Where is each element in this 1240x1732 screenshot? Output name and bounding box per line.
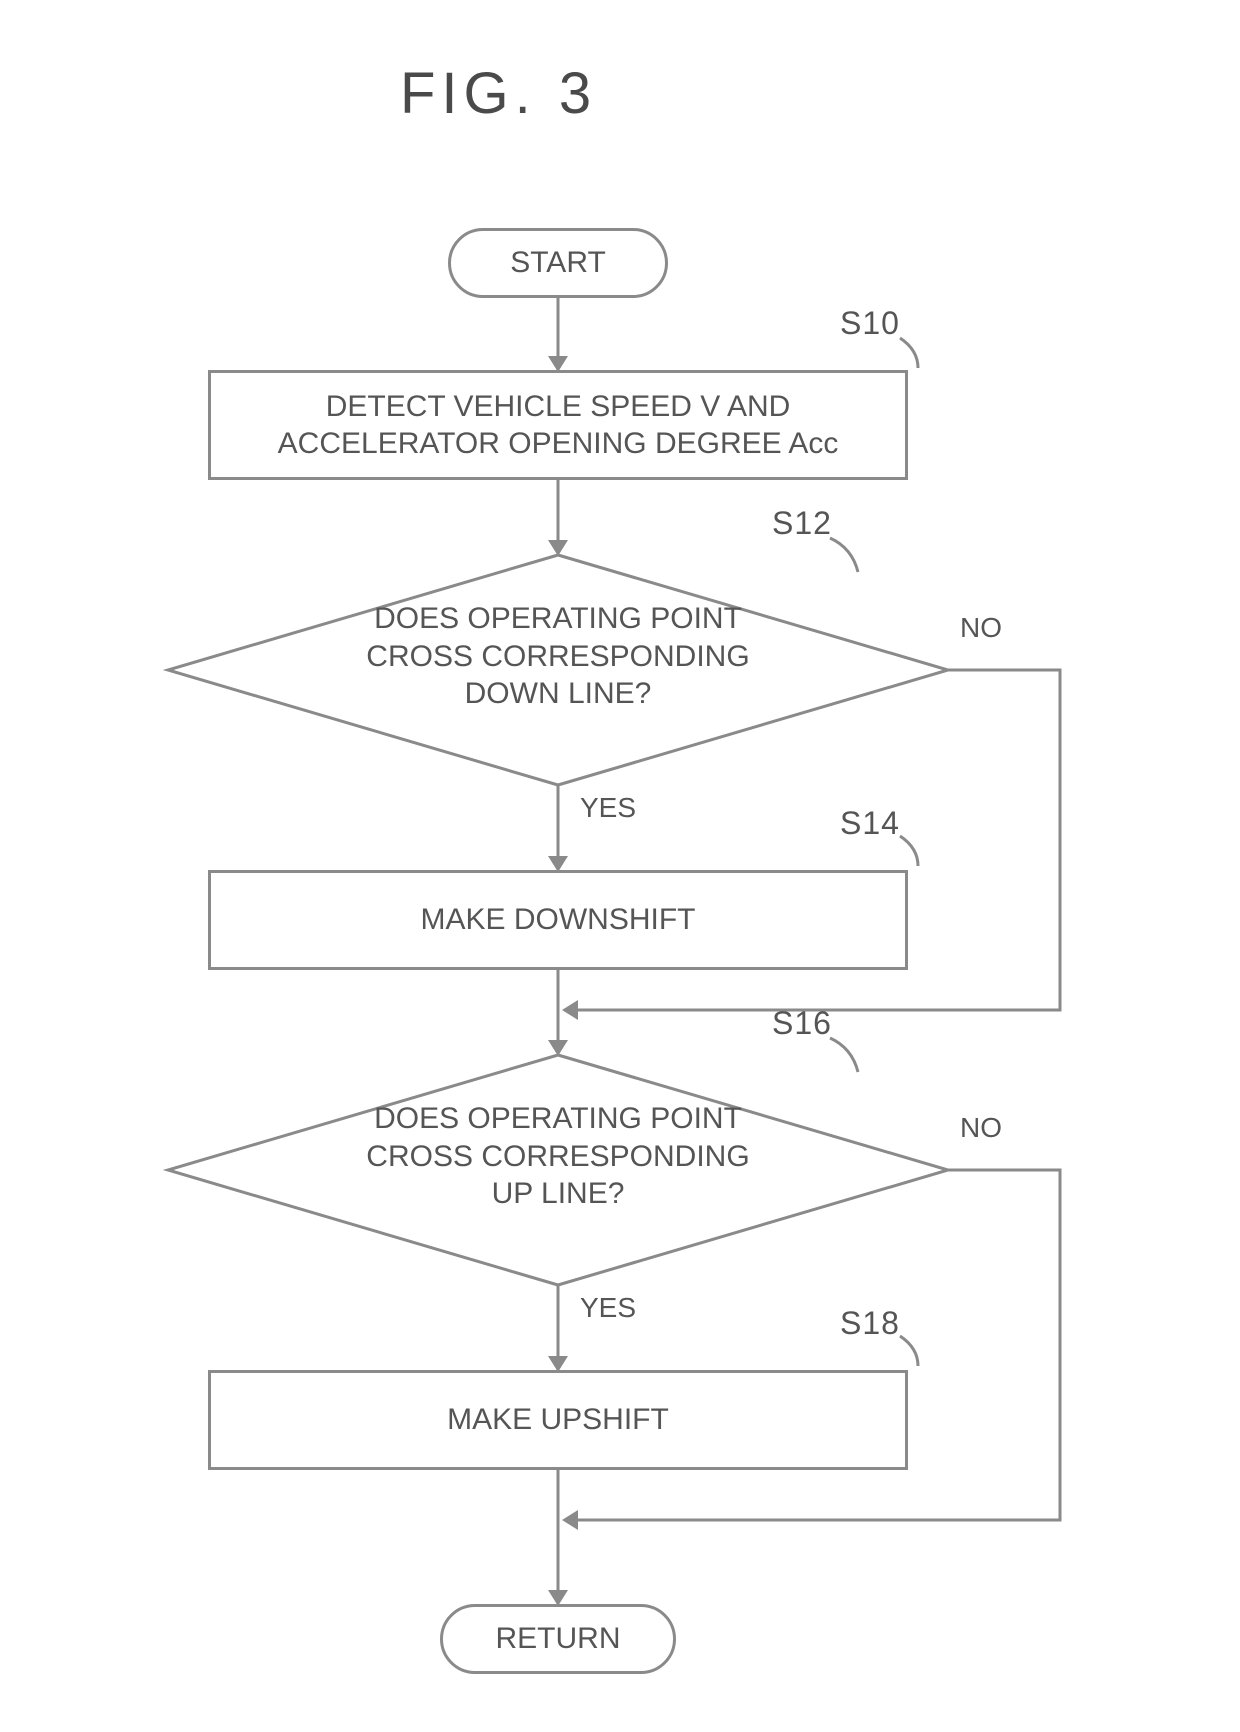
process-s14-label: MAKE DOWNSHIFT — [421, 901, 696, 939]
process-s14: MAKE DOWNSHIFT — [208, 870, 908, 970]
terminator-return: RETURN — [440, 1604, 676, 1674]
curve-s16 — [830, 1038, 858, 1072]
step-label-s10: S10 — [840, 305, 900, 342]
decision-s16-label: DOES OPERATING POINT CROSS CORRESPONDING… — [366, 1102, 749, 1210]
branch-s16-yes: YES — [580, 1292, 636, 1324]
decision-s12-label: DOES OPERATING POINT CROSS CORRESPONDING… — [366, 602, 749, 710]
decision-s12-text: DOES OPERATING POINT CROSS CORRESPONDING… — [168, 600, 948, 713]
figure-title: FIG. 3 — [400, 60, 597, 127]
decision-s16-text: DOES OPERATING POINT CROSS CORRESPONDING… — [168, 1100, 948, 1213]
process-s10: DETECT VEHICLE SPEED V AND ACCELERATOR O… — [208, 370, 908, 480]
process-s18-label: MAKE UPSHIFT — [447, 1401, 669, 1439]
process-s10-label: DETECT VEHICLE SPEED V AND ACCELERATOR O… — [278, 388, 839, 463]
terminator-start-label: START — [510, 246, 606, 280]
branch-s12-no: NO — [960, 612, 1002, 644]
curve-s10 — [900, 338, 918, 368]
flowchart-canvas: FIG. 3 — [0, 0, 1240, 1732]
step-label-s14: S14 — [840, 805, 900, 842]
curve-s12 — [830, 538, 858, 572]
terminator-return-label: RETURN — [496, 1622, 621, 1656]
curve-s14 — [900, 836, 918, 866]
branch-s16-no: NO — [960, 1112, 1002, 1144]
terminator-start: START — [448, 228, 668, 298]
process-s18: MAKE UPSHIFT — [208, 1370, 908, 1470]
step-label-s18: S18 — [840, 1305, 900, 1342]
step-label-s12: S12 — [772, 505, 832, 542]
step-label-s16: S16 — [772, 1005, 832, 1042]
curve-s18 — [900, 1336, 918, 1366]
branch-s12-yes: YES — [580, 792, 636, 824]
